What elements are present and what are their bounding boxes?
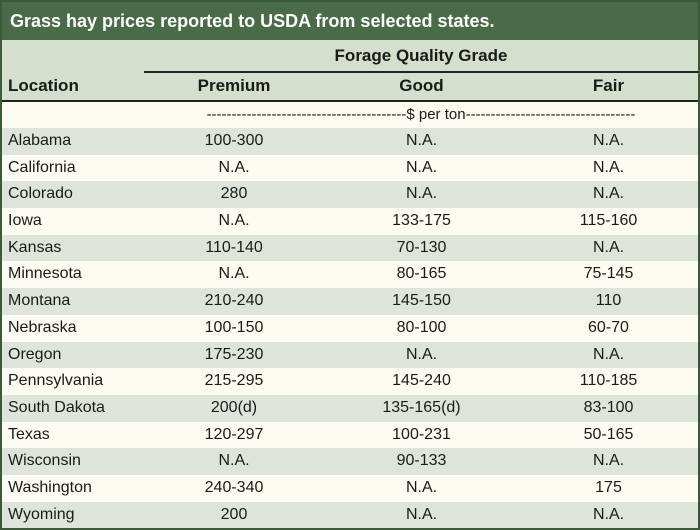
fair-cell: N.A.	[592, 505, 625, 523]
fair-cell: 115-160	[579, 212, 638, 230]
premium-cell: 240-340	[204, 478, 264, 496]
table-row: Montana 210-240 145-150 110	[2, 288, 698, 315]
location-cell: Wyoming	[8, 505, 75, 523]
units-label: ----------------------------------------…	[206, 106, 636, 123]
good-column-header: Good	[399, 76, 444, 95]
fair-cell: 83-100	[583, 398, 634, 416]
good-cell: 133-175	[392, 212, 451, 230]
table-row: Iowa N.A. 133-175 115-160	[2, 208, 698, 235]
premium-cell: N.A.	[218, 452, 250, 470]
fair-cell: N.A.	[592, 345, 625, 363]
table-row: Washington 240-340 N.A. 175	[2, 474, 698, 502]
good-cell: 135-165(d)	[382, 398, 461, 416]
fair-cell: 110-185	[579, 372, 638, 390]
fair-column-header: Fair	[592, 76, 625, 95]
premium-cell: N.A.	[218, 212, 250, 230]
premium-cell: 100-300	[204, 132, 264, 149]
table-title: Grass hay prices reported to USDA from s…	[2, 2, 698, 40]
fair-cell: 50-165	[583, 425, 634, 443]
good-cell: N.A.	[405, 158, 438, 176]
location-cell: California	[8, 158, 76, 176]
premium-cell: 210-240	[204, 292, 264, 310]
location-column-header: Location	[8, 76, 79, 95]
good-cell: N.A.	[405, 345, 438, 363]
header-divider	[2, 100, 698, 102]
location-cell: Wisconsin	[8, 452, 81, 470]
fair-cell: N.A.	[592, 185, 625, 203]
premium-cell: 200	[220, 505, 248, 523]
premium-cell: N.A.	[218, 158, 250, 176]
table-row: South Dakota 200(d) 135-165(d) 83-100	[2, 394, 698, 422]
good-cell: N.A.	[405, 478, 438, 496]
premium-cell: 100-150	[204, 318, 264, 336]
good-cell: N.A.	[405, 132, 438, 149]
table-row: Minnesota N.A. 80-165 75-145	[2, 261, 698, 289]
good-cell: N.A.	[405, 505, 438, 523]
good-cell: 80-165	[396, 265, 447, 283]
fair-cell: 110	[595, 292, 622, 310]
units-row: ----------------------------------------…	[2, 102, 698, 128]
good-cell: N.A.	[405, 185, 438, 203]
table-row: Kansas 110-140 70-130 N.A.	[2, 234, 698, 262]
table-header: Forage Quality Grade Location Premium Go…	[2, 40, 698, 100]
good-cell: 145-240	[392, 372, 451, 390]
good-cell: 90-133	[396, 452, 447, 470]
location-cell: Kansas	[8, 238, 62, 256]
fair-cell: N.A.	[592, 158, 625, 176]
good-cell: 70-130	[396, 238, 447, 256]
fair-cell: N.A.	[592, 452, 625, 470]
group-underline	[144, 71, 698, 73]
location-cell: Montana	[8, 292, 71, 310]
table-row: Nebraska 100-150 80-100 60-70	[2, 314, 698, 342]
location-cell: Texas	[8, 425, 50, 443]
table-body: Alabama 100-300 N.A. N.A. California N.A. N.A.…	[2, 128, 698, 529]
location-cell: Pennsylvania	[8, 372, 104, 390]
good-cell: 80-100	[396, 318, 447, 336]
fair-cell: 60-70	[588, 318, 629, 336]
fair-cell: N.A.	[592, 132, 625, 149]
table-row: Texas 120-297 100-231 50-165	[2, 421, 698, 449]
table-row: California N.A. N.A. N.A.	[2, 154, 698, 182]
fair-cell: 175	[595, 478, 622, 496]
premium-cell: 200(d)	[210, 398, 258, 416]
location-cell: Nebraska	[8, 318, 77, 336]
premium-cell: 110-140	[205, 238, 263, 256]
location-cell: Oregon	[8, 345, 62, 363]
location-cell: Iowa	[8, 212, 42, 230]
fair-cell: N.A.	[592, 238, 625, 256]
location-cell: Alabama	[8, 132, 72, 149]
premium-cell: 215-295	[204, 372, 264, 390]
table-row: Pennsylvania 215-295 145-240 110-185	[2, 368, 698, 395]
location-cell: Colorado	[8, 185, 73, 203]
location-cell: Minnesota	[8, 265, 82, 283]
table-row: Wyoming 200 N.A. N.A.	[2, 501, 698, 529]
table-row: Oregon 175-230 N.A. N.A.	[2, 341, 698, 369]
good-cell: 100-231	[392, 425, 451, 443]
forage-grade-group-label: Forage Quality Grade	[334, 46, 508, 65]
location-cell: South Dakota	[8, 398, 105, 416]
premium-cell: N.A.	[218, 265, 250, 283]
premium-cell: 280	[220, 185, 248, 203]
table-row: Colorado 280 N.A. N.A.	[2, 181, 698, 209]
location-cell: Washington	[8, 478, 92, 496]
premium-cell: 120-297	[204, 425, 264, 443]
table-row: Wisconsin N.A. 90-133 N.A.	[2, 448, 698, 475]
table-row: Alabama 100-300 N.A. N.A.	[2, 128, 698, 155]
premium-cell: 175-230	[204, 345, 264, 363]
premium-column-header: Premium	[197, 76, 271, 95]
fair-cell: 75-145	[583, 265, 634, 283]
good-cell: 145-150	[392, 292, 451, 310]
